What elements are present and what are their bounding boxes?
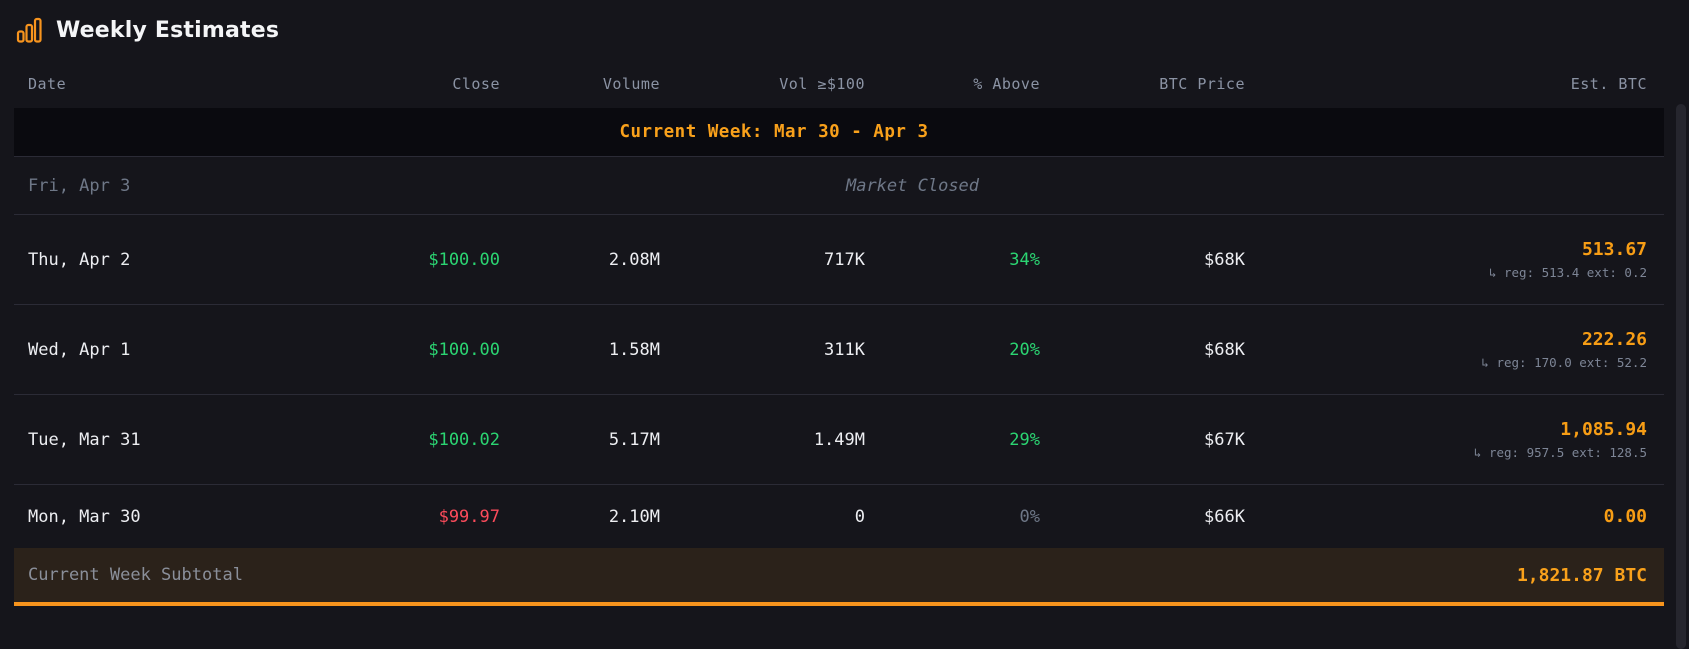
est-btc-value: 222.26 (1581, 329, 1647, 350)
row-close: $99.97 (438, 506, 500, 527)
est-btc-breakdown: ↳ reg: 957.5 ext: 128.5 (1473, 445, 1647, 460)
row-date: Wed, Apr 1 (28, 339, 131, 360)
row-vol-above: 1.49M (813, 429, 865, 450)
row-est-btc: 222.26 ↳ reg: 170.0 ext: 52.2 (1245, 329, 1647, 370)
table-header-row: Date Close Volume Vol ≥$100 % Above BTC … (14, 60, 1664, 108)
current-week-banner-label: Current Week: Mar 30 - Apr 3 (619, 122, 929, 142)
row-pct-above: 34% (1009, 249, 1040, 270)
subtotal-label: Current Week Subtotal (28, 565, 243, 585)
col-header-close: Close (452, 75, 500, 93)
row-volume: 2.08M (608, 249, 660, 270)
row-vol-above: 717K (824, 249, 865, 270)
vertical-scrollbar[interactable] (1676, 104, 1686, 649)
col-header-est-btc: Est. BTC (1570, 75, 1647, 93)
row-date: Fri, Apr 3 (28, 175, 131, 196)
row-est-btc: 513.67 ↳ reg: 513.4 ext: 0.2 (1245, 239, 1647, 280)
table-row: Tue, Mar 31 $100.02 5.17M 1.49M 29% $67K… (14, 394, 1664, 484)
row-pct-above: 0% (1019, 506, 1040, 527)
row-btc-price: $67K (1204, 429, 1245, 450)
est-btc-breakdown: ↳ reg: 170.0 ext: 52.2 (1481, 355, 1647, 370)
row-btc-price: $66K (1204, 506, 1245, 527)
bar-chart-icon (16, 17, 42, 43)
row-btc-price: $68K (1204, 249, 1245, 270)
subtotal-row: Current Week Subtotal 1,821.87 BTC (14, 548, 1664, 606)
row-close: $100.00 (428, 339, 500, 360)
est-btc-value: 1,085.94 (1560, 419, 1647, 440)
current-week-banner: Current Week: Mar 30 - Apr 3 (14, 108, 1664, 156)
row-close: $100.00 (428, 249, 500, 270)
row-btc-price: $68K (1204, 339, 1245, 360)
row-date: Tue, Mar 31 (28, 429, 141, 450)
row-volume: 5.17M (608, 429, 660, 450)
row-pct-above: 29% (1009, 429, 1040, 450)
col-header-vol-above: Vol ≥$100 (779, 75, 865, 93)
table-row: Thu, Apr 2 $100.00 2.08M 717K 34% $68K 5… (14, 214, 1664, 304)
row-vol-above: 311K (824, 339, 865, 360)
row-volume: 1.58M (608, 339, 660, 360)
est-btc-breakdown: ↳ reg: 513.4 ext: 0.2 (1488, 265, 1647, 280)
page-title: Weekly Estimates (56, 17, 280, 43)
row-est-btc: 1,085.94 ↳ reg: 957.5 ext: 128.5 (1245, 419, 1647, 460)
table-row: Mon, Mar 30 $99.97 2.10M 0 0% $66K 0.00 (14, 484, 1664, 548)
row-pct-above: 20% (1009, 339, 1040, 360)
row-close: $100.02 (428, 429, 500, 450)
col-header-pct-above: % Above (973, 75, 1040, 93)
col-header-volume: Volume (602, 75, 660, 93)
weekly-estimates-table: Date Close Volume Vol ≥$100 % Above BTC … (14, 60, 1664, 606)
row-vol-above: 0 (854, 506, 865, 527)
table-row: Fri, Apr 3 Market Closed (14, 156, 1664, 214)
est-btc-value: 0.00 (1603, 506, 1647, 527)
col-header-date: Date (28, 75, 67, 93)
table-row: Wed, Apr 1 $100.00 1.58M 311K 20% $68K 2… (14, 304, 1664, 394)
subtotal-value: 1,821.87 BTC (1516, 564, 1647, 586)
row-volume: 2.10M (608, 506, 660, 527)
row-date: Mon, Mar 30 (28, 506, 141, 527)
title-bar: Weekly Estimates (0, 0, 1689, 60)
market-closed-label: Market Closed (845, 175, 980, 196)
col-header-btc-price: BTC Price (1159, 75, 1245, 93)
est-btc-value: 513.67 (1581, 239, 1647, 260)
row-date: Thu, Apr 2 (28, 249, 131, 270)
